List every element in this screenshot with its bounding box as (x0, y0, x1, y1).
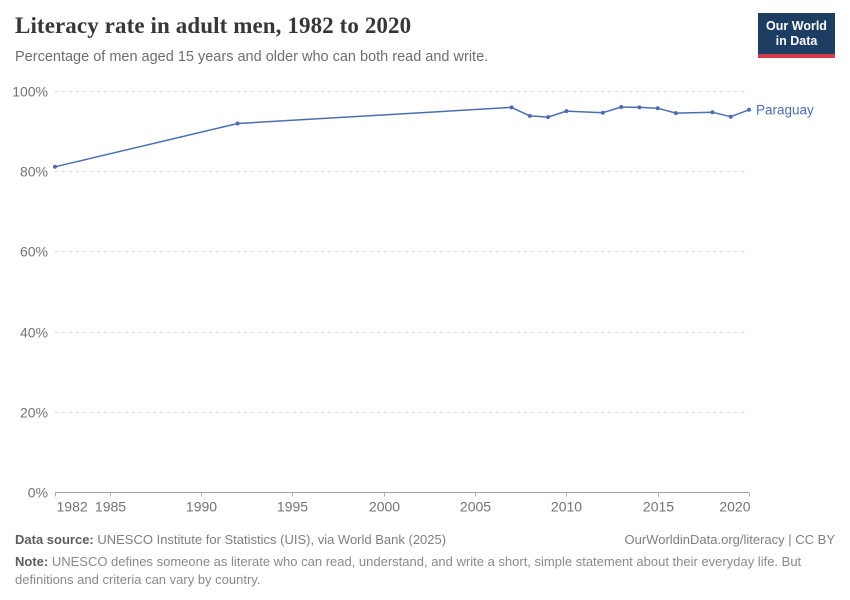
data-point (728, 114, 733, 119)
x-tick-label: 2010 (551, 499, 582, 515)
data-point (637, 105, 642, 110)
chart-subtitle: Percentage of men aged 15 years and olde… (15, 49, 489, 65)
logo-line-2: in Data (775, 34, 818, 48)
y-tick-label: 80% (20, 164, 48, 180)
data-point (527, 113, 532, 118)
y-tick-label: 20% (20, 405, 48, 421)
x-tick-label: 2020 (719, 499, 750, 515)
x-tick-label: 2005 (460, 499, 491, 515)
series-label: Paraguay (756, 102, 814, 117)
logo-line-1: Our World (766, 19, 827, 33)
data-point (564, 109, 569, 114)
x-tick-label: 1985 (95, 499, 126, 515)
data-point (509, 105, 514, 110)
series-line (54, 106, 750, 168)
chart-note: Note: UNESCO defines someone as literate… (15, 553, 817, 589)
x-tick-label: 2000 (369, 499, 400, 515)
x-tick-label: 2015 (643, 499, 674, 515)
data-source-label: Data source: (15, 532, 94, 547)
data-point (546, 115, 551, 120)
chart-title: Literacy rate in adult men, 1982 to 2020 (15, 13, 412, 38)
owid-logo[interactable]: Our World in Data (758, 13, 835, 58)
data-point (655, 106, 660, 111)
data-source: Data source: UNESCO Institute for Statis… (15, 531, 446, 549)
data-point (710, 110, 715, 115)
x-tick-label: 1990 (186, 499, 217, 515)
data-point (600, 110, 605, 115)
y-tick-label: 0% (28, 485, 48, 501)
data-point (747, 107, 751, 112)
data-point (235, 121, 240, 126)
data-point (619, 105, 624, 109)
x-tick-label: 1995 (277, 499, 308, 515)
y-tick-label: 40% (20, 325, 48, 341)
note-label: Note: (15, 554, 49, 569)
data-point (673, 111, 678, 116)
data-source-text: UNESCO Institute for Statistics (UIS), v… (93, 532, 447, 547)
chart-canvas: 0% 20% 40% 60% 80% 100% 1982 1985 1990 1995 2000 20… (12, 84, 814, 515)
y-tick-label: 100% (12, 84, 48, 100)
rights-link[interactable]: OurWorldinData.org/literacy | CC BY (624, 532, 835, 547)
y-tick-label: 60% (20, 244, 48, 260)
data-point (53, 164, 57, 169)
x-tick-label: 1982 (57, 499, 88, 515)
chart-footer: Data source: UNESCO Institute for Statis… (15, 531, 835, 589)
chart-header: Literacy rate in adult men, 1982 to 2020… (15, 12, 835, 66)
note-text: UNESCO defines someone as literate who c… (15, 554, 802, 587)
